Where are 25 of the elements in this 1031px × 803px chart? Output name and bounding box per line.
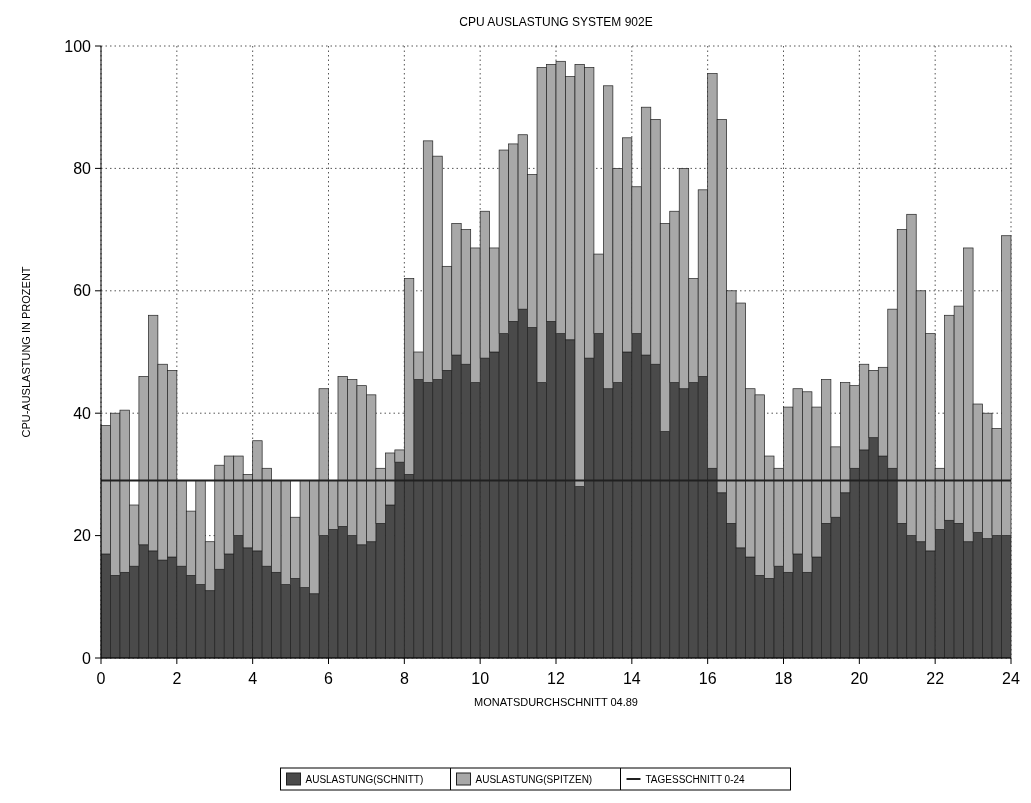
legend-label: AUSLASTUNG(SPITZEN) [475,774,593,785]
y-tick-label: 40 [73,404,92,422]
x-tick-label: 0 [96,670,106,687]
x-tick-label: 24 [1002,670,1020,687]
y-tick-label: 0 [82,649,92,667]
x-tick-label: 12 [547,670,565,687]
x-tick-label: 22 [926,670,945,687]
x-tick-label: 10 [471,670,490,687]
x-axis-title: MONATSDURCHSCHNITT 04.89 [473,696,639,708]
y-tick-label: 60 [73,282,92,300]
x-tick-label: 14 [622,670,641,687]
x-tick-label: 16 [698,670,717,687]
y-tick-label: 80 [73,160,92,177]
legend-label: TAGESSCHNITT 0-24 [645,774,746,785]
x-tick-label: 2 [172,670,182,687]
x-tick-label: 8 [399,670,409,687]
y-tick-label: 100 [64,37,92,55]
x-tick-label: 6 [324,670,334,687]
y-axis-title: CPU-AUSLASTUNG IN PROZENT [20,266,32,438]
x-tick-label: 18 [774,670,793,687]
y-tick-label: 20 [73,527,92,545]
chart-title: CPU AUSLASTUNG SYSTEM 902E [459,15,653,29]
legend-label: AUSLASTUNG(SCHNITT) [305,774,424,785]
x-tick-label: 4 [248,670,258,687]
x-tick-label: 20 [850,670,869,687]
